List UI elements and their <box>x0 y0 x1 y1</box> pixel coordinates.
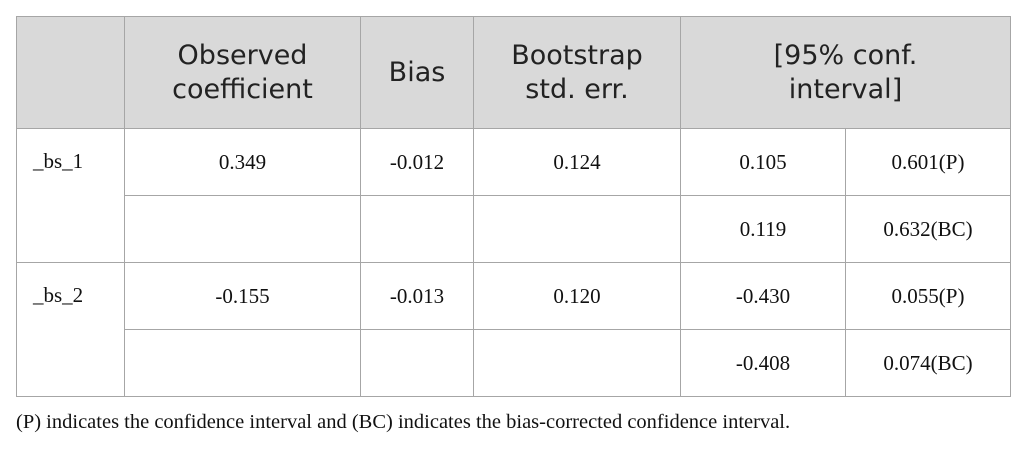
empty-cell <box>473 195 681 263</box>
header-cell: [95% conf. interval] <box>680 16 1011 129</box>
cell: -0.408 <box>680 329 846 397</box>
cell: -0.430 <box>680 262 846 330</box>
row: _bs_2 -0.155 -0.013 0.120 -0.430 0.055(P… <box>16 262 1011 397</box>
empty-cell <box>124 329 361 397</box>
row-label: _bs_1 <box>16 128 125 263</box>
cell: 0.105 <box>680 128 846 196</box>
header-text: Observed coefficient <box>172 39 313 105</box>
row: _bs_1 0.349 -0.012 0.124 0.105 0.601(P) <box>16 128 1011 263</box>
cell: -0.155 <box>124 262 361 330</box>
header-cell: Bias <box>360 16 474 129</box>
header-row: Observed coefficient Bias Bootstrap std.… <box>16 16 1011 129</box>
row-label: _bs_2 <box>16 262 125 397</box>
header-text: [95% conf. interval] <box>773 39 918 105</box>
empty-cell <box>360 195 474 263</box>
header-text: Bootstrap std. err. <box>511 39 643 105</box>
header-text: Bias <box>388 56 446 88</box>
cell: 0.055(P) <box>845 262 1011 330</box>
cell: -0.012 <box>360 128 474 196</box>
empty-cell <box>360 329 474 397</box>
cell: 0.601(P) <box>845 128 1011 196</box>
results-table: Observed coefficient Bias Bootstrap std.… <box>16 16 1011 397</box>
header-cell: Bootstrap std. err. <box>473 16 681 129</box>
cell: 0.120 <box>473 262 681 330</box>
cell: 0.349 <box>124 128 361 196</box>
header-cell: Observed coefficient <box>124 16 361 129</box>
cell: 0.632(BC) <box>845 195 1011 263</box>
empty-cell <box>473 329 681 397</box>
cell: 0.124 <box>473 128 681 196</box>
row: -0.408 0.074(BC) <box>17 329 1011 397</box>
cell: 0.074(BC) <box>845 329 1011 397</box>
footnote: (P) indicates the confidence interval an… <box>16 411 791 433</box>
cell: 0.119 <box>680 195 846 263</box>
row: 0.119 0.632(BC) <box>17 195 1011 263</box>
cell: -0.013 <box>360 262 474 330</box>
empty-cell <box>124 195 361 263</box>
header-cell <box>16 16 125 129</box>
